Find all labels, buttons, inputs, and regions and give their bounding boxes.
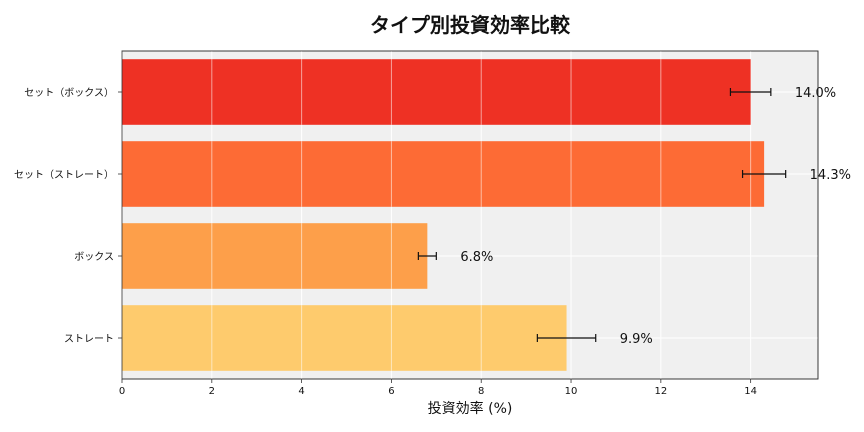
x-axis-label: 投資効率 (%) — [428, 400, 513, 417]
y-tick-label: ストレート — [64, 334, 114, 345]
value-label: 14.0% — [795, 86, 836, 101]
value-label: 6.8% — [460, 250, 493, 265]
y-tick-label: セット（ストレート） — [14, 169, 114, 181]
x-tick-label: 12 — [654, 386, 667, 397]
x-tick-label: 8 — [478, 386, 484, 397]
value-label: 9.9% — [620, 332, 653, 347]
x-tick-label: 6 — [388, 386, 394, 397]
x-tick-label: 14 — [744, 386, 757, 397]
value-label: 14.3% — [810, 168, 851, 183]
bar — [122, 305, 567, 371]
bar — [122, 141, 765, 207]
bars: 14.0% 14.3% 6.8% 9.9% — [122, 59, 851, 371]
chart-title: タイプ別投資効率比較 — [370, 13, 571, 37]
y-tick-label: セット（ボックス） — [24, 87, 114, 99]
x-axis-ticks: 0 2 4 6 8 10 12 14 — [119, 379, 757, 397]
y-tick-label: ボックス — [74, 251, 114, 263]
bar — [122, 59, 751, 125]
bar — [122, 223, 428, 289]
plot-border — [121, 50, 819, 380]
x-tick-label: 2 — [209, 386, 215, 397]
x-tick-label: 10 — [565, 386, 578, 397]
x-tick-label: 0 — [119, 386, 125, 397]
x-tick-label: 4 — [298, 386, 304, 397]
